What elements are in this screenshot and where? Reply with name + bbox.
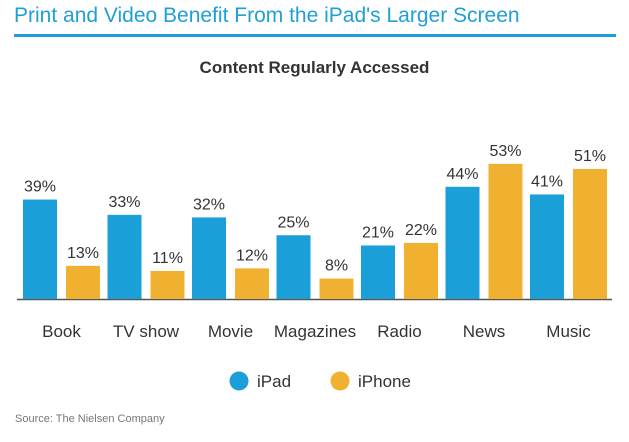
- data-label: 33%: [108, 194, 140, 211]
- source-note: Source: The Nielsen Company: [15, 413, 165, 425]
- bar-ipad-movie: [192, 217, 226, 299]
- data-label: 53%: [489, 143, 521, 160]
- x-tick-label: Magazines: [274, 322, 356, 341]
- data-label: 32%: [193, 196, 225, 213]
- bar-iphone-magazines: [319, 278, 354, 299]
- bar-ipad-news: [445, 186, 480, 299]
- bar-ipad-music: [530, 194, 564, 299]
- legend-label-ipad: iPad: [257, 372, 291, 391]
- chart-title: Content Regularly Accessed: [199, 58, 430, 77]
- bar-iphone-news: [488, 163, 523, 299]
- bar-ipad-book: [23, 199, 57, 299]
- x-tick-label: Radio: [377, 322, 421, 341]
- data-label: 22%: [405, 222, 437, 239]
- x-tick-label: Book: [42, 322, 81, 341]
- data-label: 8%: [325, 258, 348, 275]
- data-label: 44%: [446, 166, 478, 183]
- data-label: 39%: [24, 179, 56, 196]
- bar-iphone-book: [66, 265, 100, 299]
- x-tick-label: Movie: [208, 322, 253, 341]
- data-label: 25%: [277, 214, 309, 231]
- bar-ipad-tv-show: [107, 214, 142, 299]
- data-label: 11%: [152, 250, 183, 267]
- bar-iphone-movie: [235, 268, 269, 299]
- bar-iphone-music: [573, 168, 607, 299]
- bar-chart: 39% 13% Book 33% 11% TV show 32% 12% Movie 25% 8% M…: [17, 143, 612, 391]
- legend-label-iphone: iPhone: [358, 372, 411, 391]
- x-tick-label: Music: [546, 322, 591, 341]
- legend-marker-ipad: [229, 371, 249, 391]
- page-title: Print and Video Benefit From the iPad's …: [14, 4, 520, 27]
- bar-ipad-radio: [361, 245, 395, 299]
- data-label: 51%: [574, 148, 606, 165]
- data-label: 13%: [67, 245, 99, 262]
- data-label: 12%: [236, 247, 268, 264]
- bar-iphone-radio: [404, 242, 438, 299]
- data-label: 41%: [531, 173, 563, 190]
- x-tick-label: News: [463, 322, 506, 341]
- legend-marker-iphone: [330, 371, 350, 391]
- bar-ipad-magazines: [276, 235, 311, 299]
- bar-iphone-tv-show: [150, 270, 185, 299]
- title-divider: [14, 34, 616, 37]
- data-label: 21%: [362, 224, 394, 241]
- x-tick-label: TV show: [113, 322, 180, 341]
